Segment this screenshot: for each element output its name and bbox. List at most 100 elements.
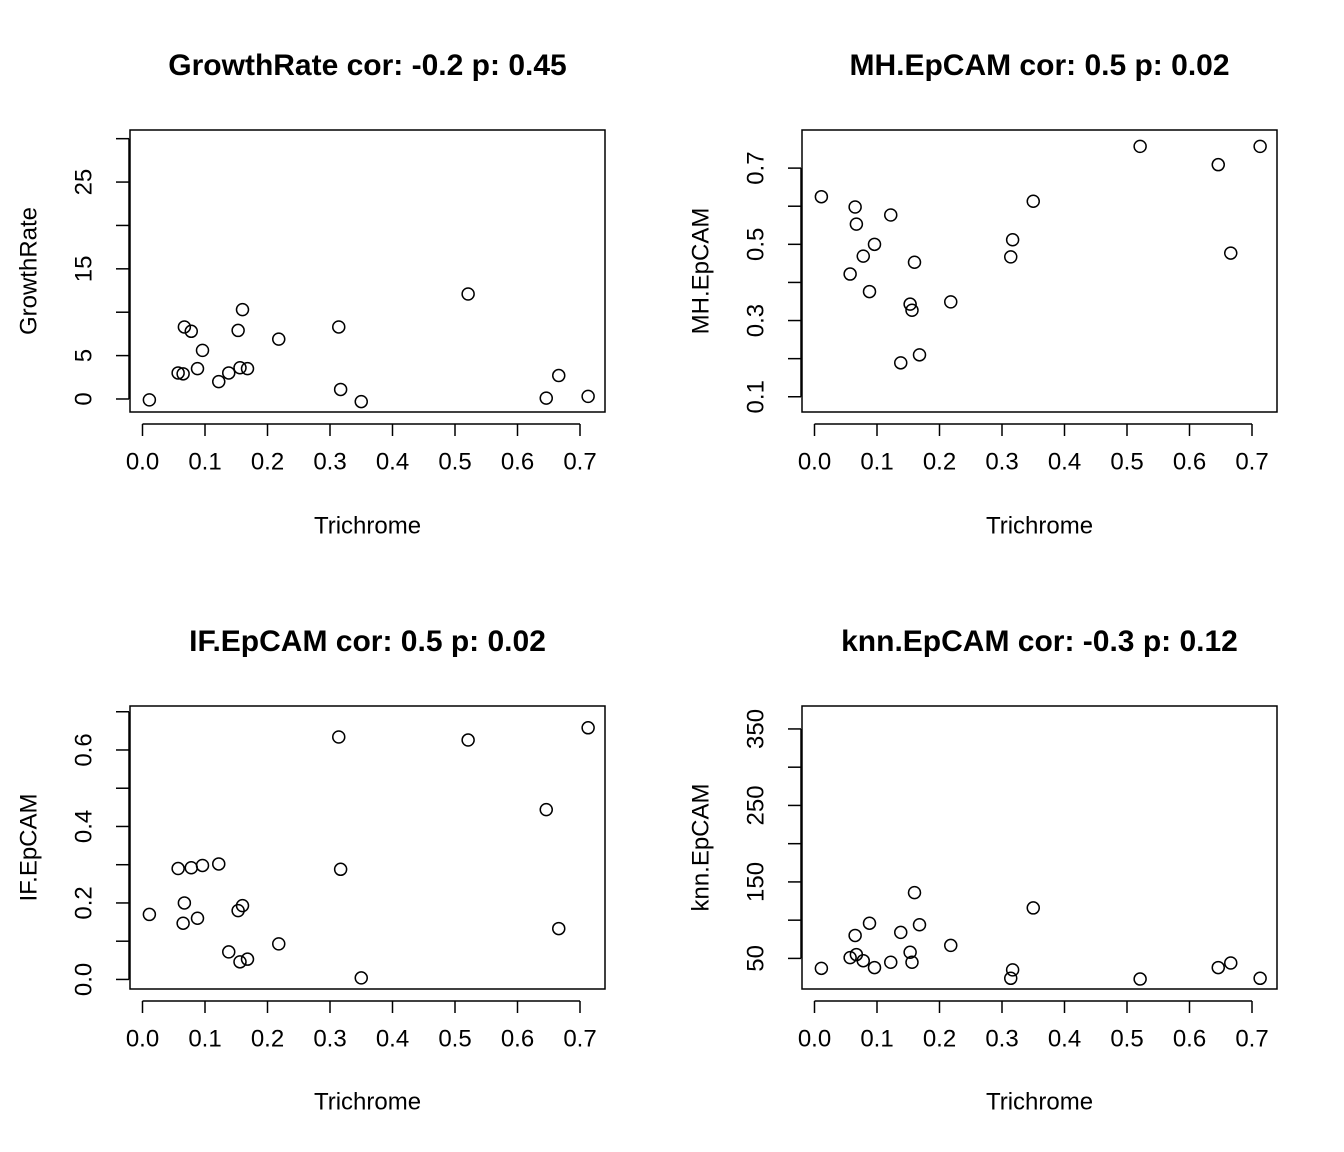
x-axis-label: Trichrome [314, 1088, 421, 1115]
x-axis-label: Trichrome [986, 1088, 1093, 1115]
x-tick-label: 0.2 [251, 448, 284, 475]
data-point [1005, 963, 1020, 977]
x-tick-label: 0.0 [798, 448, 831, 475]
x-tick-label: 0.5 [438, 1025, 471, 1052]
x-tick-label: 0.6 [1173, 1025, 1206, 1052]
x-tick-label: 0.1 [188, 448, 221, 475]
y-tick-label: 0.2 [70, 886, 97, 919]
data-point [814, 961, 829, 976]
y-tick-label: 0 [70, 392, 97, 405]
x-axis-label: Trichrome [314, 512, 421, 539]
data-point [552, 368, 566, 383]
data-point [235, 302, 250, 317]
data-point [233, 360, 247, 375]
data-point [907, 255, 922, 269]
data-points [142, 287, 595, 409]
y-tick-label: 250 [742, 785, 769, 825]
x-tick-label: 0.6 [1173, 448, 1206, 475]
y-tick-label: 0.0 [70, 963, 97, 996]
data-point [907, 885, 922, 900]
data-point [190, 361, 205, 376]
y-tick-label: 150 [742, 862, 769, 902]
data-point [581, 389, 595, 404]
data-point [848, 200, 862, 214]
data-point [272, 937, 286, 951]
data-point [1026, 194, 1040, 209]
y-tick-label: 25 [70, 169, 97, 196]
data-point [1133, 139, 1147, 154]
data-point [190, 911, 205, 925]
x-tick-label: 0.7 [563, 1025, 596, 1052]
data-point [184, 861, 198, 875]
data-point [894, 925, 908, 940]
data-point [333, 862, 348, 877]
data-point [1133, 972, 1147, 986]
x-tick-label: 0.0 [126, 1025, 159, 1052]
plot-frame [801, 129, 1278, 413]
y-tick-label: 50 [742, 945, 769, 972]
data-point [177, 320, 192, 334]
x-axis-label: Trichrome [986, 512, 1093, 539]
y-axis-label: GrowthRate [15, 207, 42, 335]
chart-panel-4: knn.EpCAM cor: -0.3 p: 0.120.0 0.1 0.2 0.3 0… [687, 625, 1278, 1115]
data-point [233, 955, 247, 969]
data-point [222, 366, 236, 380]
data-point [856, 953, 870, 968]
y-axis-label: IF.EpCAM [15, 793, 42, 901]
data-point [903, 945, 917, 960]
y-axis: 0.1 0.3 0.5 0.7 [742, 151, 802, 413]
data-point [856, 249, 870, 263]
x-tick-label: 0.4 [376, 448, 409, 475]
x-tick-label: 0.4 [376, 1025, 409, 1052]
y-axis: 0.0 0.2 0.4 0.6 [70, 710, 130, 996]
chart-panel-1: GrowthRate cor: -0.2 p: 0.45 0.0 0.1 0.2 0.3… [15, 49, 606, 539]
y-axis: 50 150 250 350 [742, 709, 802, 972]
x-tick-label: 0.2 [923, 1025, 956, 1052]
y-tick-label: 0.4 [70, 810, 97, 843]
x-tick-label: 0.0 [798, 1025, 831, 1052]
data-point [184, 324, 198, 339]
x-tick-label: 0.3 [313, 448, 346, 475]
data-point [539, 391, 553, 405]
data-point [843, 950, 857, 965]
y-tick-label: 15 [70, 255, 97, 282]
data-point [862, 916, 877, 930]
data-point [944, 938, 958, 953]
data-point [867, 960, 882, 975]
data-point [461, 733, 475, 747]
data-point [944, 295, 958, 309]
chart-title: MH.EpCAM cor: 0.5 p: 0.02 [849, 49, 1229, 82]
chart-title: GrowthRate cor: -0.2 p: 0.45 [168, 49, 566, 82]
data-point [332, 730, 346, 744]
x-tick-label: 0.1 [188, 1025, 221, 1052]
chart-title: IF.EpCAM cor: 0.5 p: 0.02 [189, 625, 546, 658]
x-axis: 0.0 0.1 0.2 0.3 0.4 0.5 0.6 0.7 [126, 1000, 597, 1052]
data-point [1253, 971, 1267, 986]
x-tick-label: 0.0 [126, 448, 159, 475]
data-point [552, 921, 566, 936]
x-tick-label: 0.2 [251, 1025, 284, 1052]
data-point [848, 928, 862, 943]
x-tick-label: 0.5 [438, 448, 471, 475]
data-point [1005, 233, 1020, 247]
x-tick-label: 0.6 [501, 1025, 534, 1052]
data-point [1224, 246, 1238, 260]
data-point [905, 955, 919, 969]
data-point [1211, 157, 1225, 172]
data-point [1253, 139, 1267, 154]
data-point [177, 896, 192, 910]
x-tick-label: 0.4 [1048, 448, 1081, 475]
data-point [332, 320, 346, 334]
y-tick-label: 350 [742, 709, 769, 749]
x-tick-label: 0.2 [923, 448, 956, 475]
x-axis: 0.0 0.1 0.2 0.3 0.4 0.5 0.6 0.7 [798, 423, 1269, 475]
chart-panel-3: IF.EpCAM cor: 0.5 p: 0.02 0.0 0.1 0.2 0.3 0.4… [15, 625, 606, 1115]
data-point [884, 208, 898, 222]
x-tick-label: 0.7 [1235, 448, 1268, 475]
data-point [171, 366, 185, 380]
data-point [195, 858, 210, 873]
data-point [272, 332, 286, 346]
data-point [142, 907, 157, 922]
x-tick-label: 0.3 [985, 448, 1018, 475]
chart-panel-2: MH.EpCAM cor: 0.5 p: 0.02 0.0 0.1 0.2 0.3 0.4… [687, 49, 1278, 539]
